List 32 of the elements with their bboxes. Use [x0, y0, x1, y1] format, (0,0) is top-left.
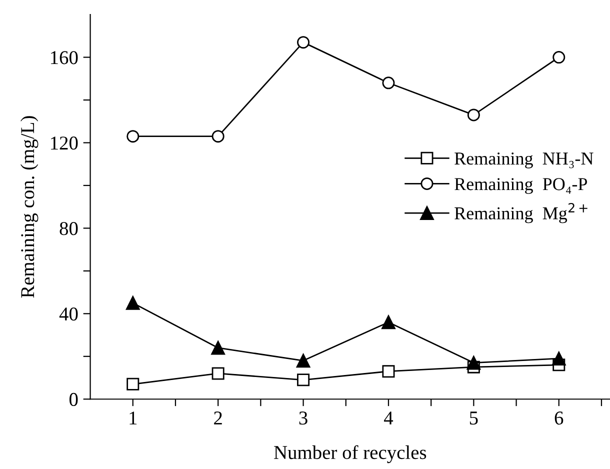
legend-label: Remaining NH₃-N — [454, 152, 594, 168]
point — [297, 374, 310, 386]
legend-label: Remaining PO₄-P — [454, 178, 588, 194]
point — [552, 352, 566, 366]
point — [382, 315, 396, 330]
x-tick-label: 5 — [470, 412, 478, 425]
point — [126, 296, 140, 310]
y-tick-label: 40 — [59, 307, 78, 321]
point — [296, 354, 310, 368]
point — [126, 378, 140, 390]
y-axis-title: Remaining con. (mg/L) — [20, 116, 38, 298]
x-tick-label: 2 — [214, 412, 222, 424]
y-tick-label: 120 — [51, 136, 78, 150]
x-axis-title: Number of recycles — [274, 445, 426, 464]
point — [466, 356, 481, 370]
point — [212, 367, 224, 380]
point — [211, 340, 226, 355]
y-tick-label: 160 — [51, 51, 78, 64]
x-tick-label: 6 — [554, 412, 564, 425]
x-tick-label: 1 — [130, 412, 137, 424]
y-tick-label: 0 — [69, 392, 78, 406]
point — [382, 365, 395, 378]
x-tick-label: 3 — [299, 412, 308, 425]
point — [467, 108, 480, 122]
point — [212, 130, 224, 143]
point — [382, 76, 395, 90]
legend-label: Remaining Mg$^{2+}$ — [454, 202, 588, 224]
y-tick-label: 80 — [60, 222, 78, 236]
x-tick-label: 4 — [384, 412, 394, 424]
point — [552, 51, 566, 64]
point — [297, 36, 310, 49]
point — [126, 130, 140, 143]
